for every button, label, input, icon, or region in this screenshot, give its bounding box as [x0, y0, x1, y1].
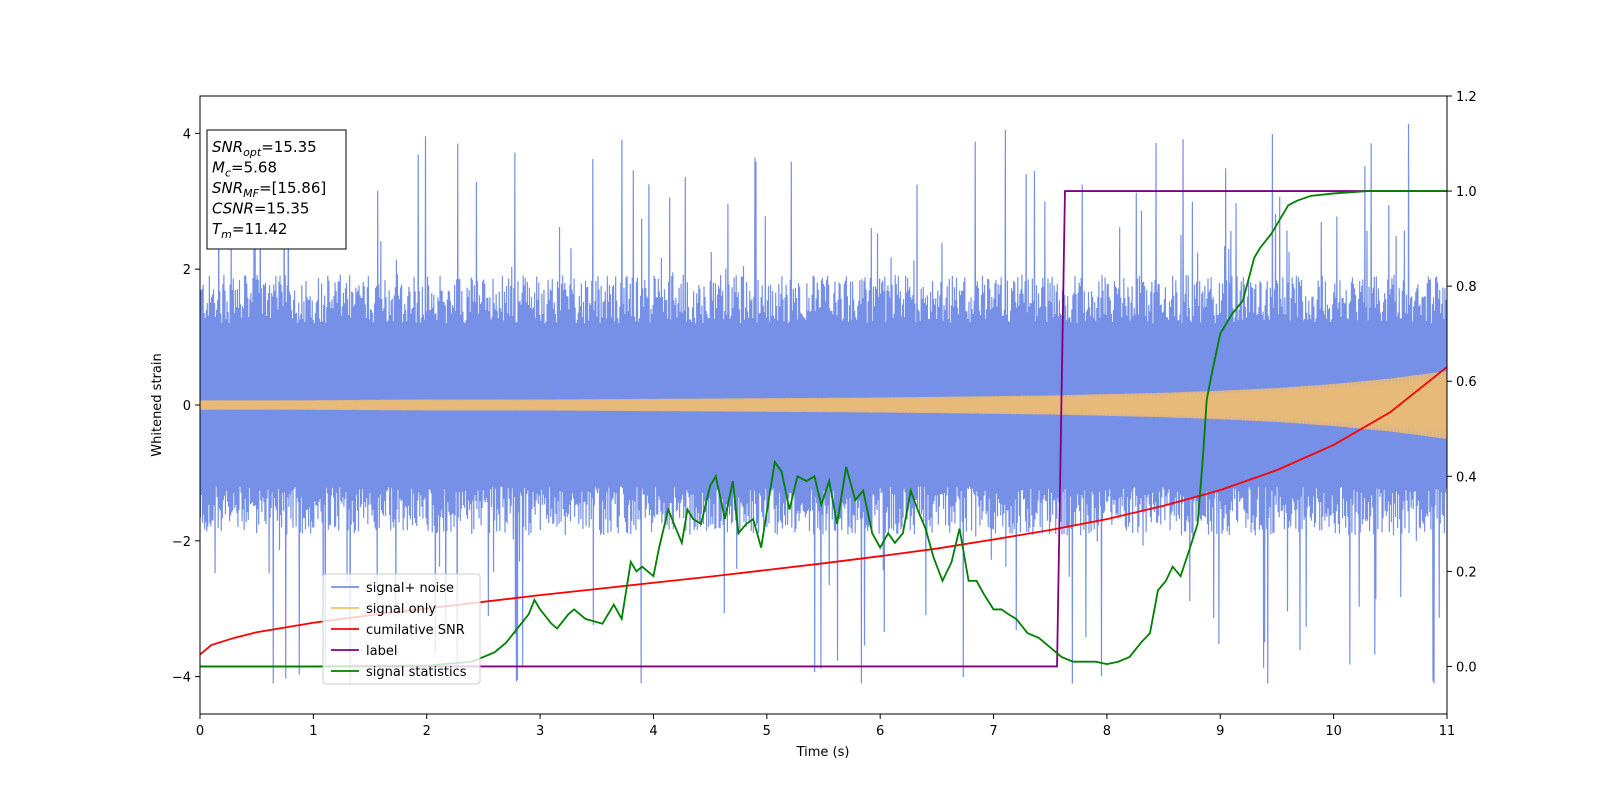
- y-left-tick-label: −4: [172, 671, 191, 686]
- y-right-tick-label: 0.8: [1456, 280, 1477, 295]
- x-tick-label: 4: [649, 724, 657, 739]
- y-left-tick-label: 2: [183, 263, 191, 278]
- x-tick-label: 10: [1325, 724, 1342, 739]
- y-right-tick-label: 1.2: [1456, 90, 1477, 105]
- y-left-tick-label: −2: [172, 535, 191, 550]
- annotation-line: CSNR=15.35: [212, 200, 309, 218]
- annotation-line: Mc=5.68: [212, 159, 277, 180]
- series-signal-statistics: [200, 190, 1447, 668]
- series-signal-only: [200, 371, 1447, 439]
- y-right-tick-label: 0.4: [1456, 470, 1477, 485]
- y-right-tick-label: 0.0: [1456, 660, 1477, 675]
- x-tick-label: 0: [196, 724, 204, 739]
- series-label: [200, 190, 1447, 668]
- annotation-box: SNRopt=15.35Mc=5.68SNRMF=[15.86]CSNR=15.…: [206, 129, 347, 250]
- x-tick-label: 6: [876, 724, 884, 739]
- x-tick-label: 1: [309, 724, 317, 739]
- series-layer: [200, 124, 1447, 684]
- y-right-tick-label: 0.6: [1456, 375, 1477, 390]
- x-axis-label: Time (s): [796, 745, 850, 760]
- legend-label: label: [366, 644, 397, 659]
- annotation-frame: [206, 129, 347, 250]
- y-right-tick-label: 0.2: [1456, 565, 1477, 580]
- series-cumulative-snr: [200, 366, 1447, 656]
- x-tick-label: 8: [1103, 724, 1111, 739]
- y-right-tick-label: 1.0: [1456, 185, 1477, 200]
- annotation-line: SNRMF=[15.86]: [212, 179, 326, 200]
- x-tick-label: 7: [989, 724, 997, 739]
- y-left-tick-label: 0: [183, 399, 191, 414]
- x-tick-label: 2: [423, 724, 431, 739]
- ticks-layer: 0 1 2 3 4 5 6 7 8 9 10 11 4 2 0 −2 −4 1.2 1.0 0.8 0.6 0.4 0.2 0…: [172, 90, 1477, 739]
- y-left-tick-label: 4: [183, 127, 191, 142]
- legend-label: cumilative SNR: [366, 623, 465, 638]
- series-signal-plus-noise: [200, 124, 1447, 684]
- x-tick-label: 11: [1439, 724, 1456, 739]
- legend-label: signal statistics: [366, 665, 467, 680]
- legend: signal+ noise signal only cumilative SNR la…: [322, 573, 481, 685]
- x-tick-label: 5: [763, 724, 771, 739]
- x-tick-label: 9: [1216, 724, 1224, 739]
- y-axis-label: Whitened strain: [150, 353, 165, 456]
- annotation-line: Tm=11.42: [212, 220, 287, 241]
- legend-label: signal+ noise: [366, 581, 454, 596]
- legend-frame: [322, 573, 481, 685]
- annotation-line: SNRopt=15.35: [212, 138, 317, 159]
- x-tick-label: 3: [536, 724, 544, 739]
- legend-label: signal only: [366, 602, 436, 617]
